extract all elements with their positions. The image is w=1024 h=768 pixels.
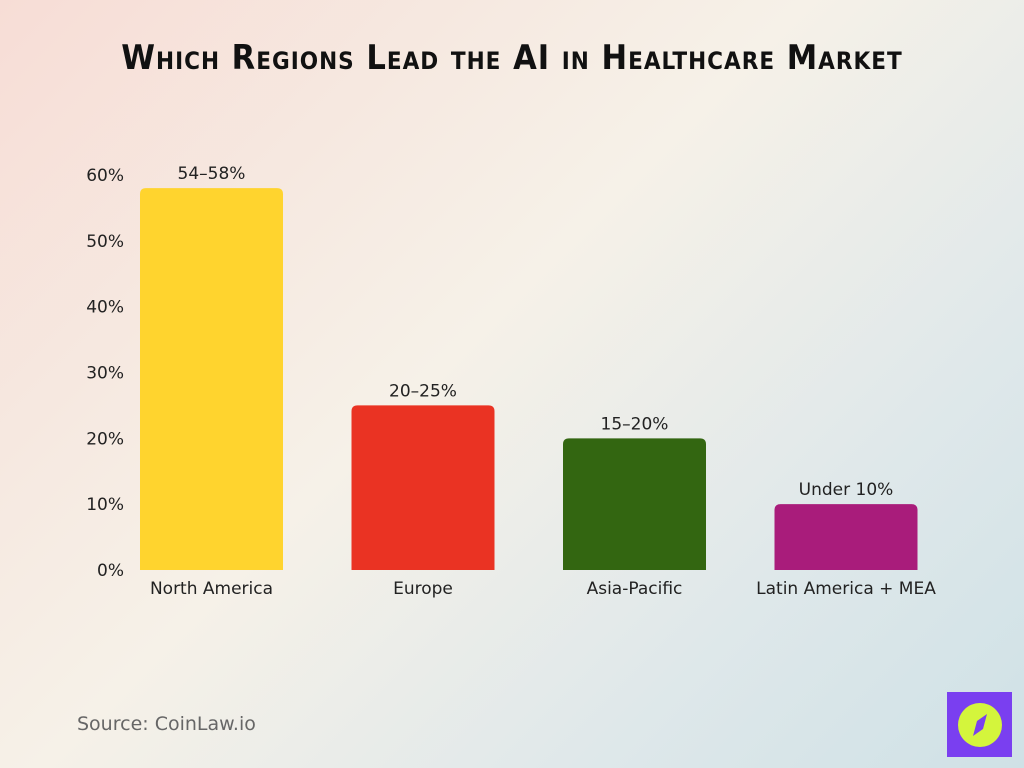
data-label: 20–25% (389, 381, 457, 401)
logo (947, 692, 1012, 757)
y-tick-label: 20% (86, 429, 124, 449)
y-tick-label: 40% (86, 298, 124, 318)
chart-title: Which Regions Lead the AI in Healthcare … (121, 38, 903, 78)
bar (774, 504, 918, 570)
bar (351, 405, 495, 570)
bar (140, 188, 283, 570)
data-label: 15–20% (601, 414, 669, 434)
data-label: 54–58% (178, 164, 246, 184)
bar (563, 438, 706, 570)
y-tick-label: 10% (86, 495, 124, 515)
y-tick-label: 60% (86, 166, 124, 186)
y-tick-label: 30% (86, 364, 124, 384)
y-tick-label: 0% (97, 561, 124, 581)
x-tick-label: Europe (393, 579, 453, 599)
compass-icon (958, 703, 1002, 747)
data-label: Under 10% (799, 480, 894, 500)
x-tick-label: Asia-Pacific (587, 579, 683, 599)
source-text: Source: CoinLaw.io (77, 713, 256, 735)
y-tick-label: 50% (86, 232, 124, 252)
x-tick-label: North America (150, 579, 273, 599)
x-tick-label: Latin America + MEA (756, 579, 936, 599)
